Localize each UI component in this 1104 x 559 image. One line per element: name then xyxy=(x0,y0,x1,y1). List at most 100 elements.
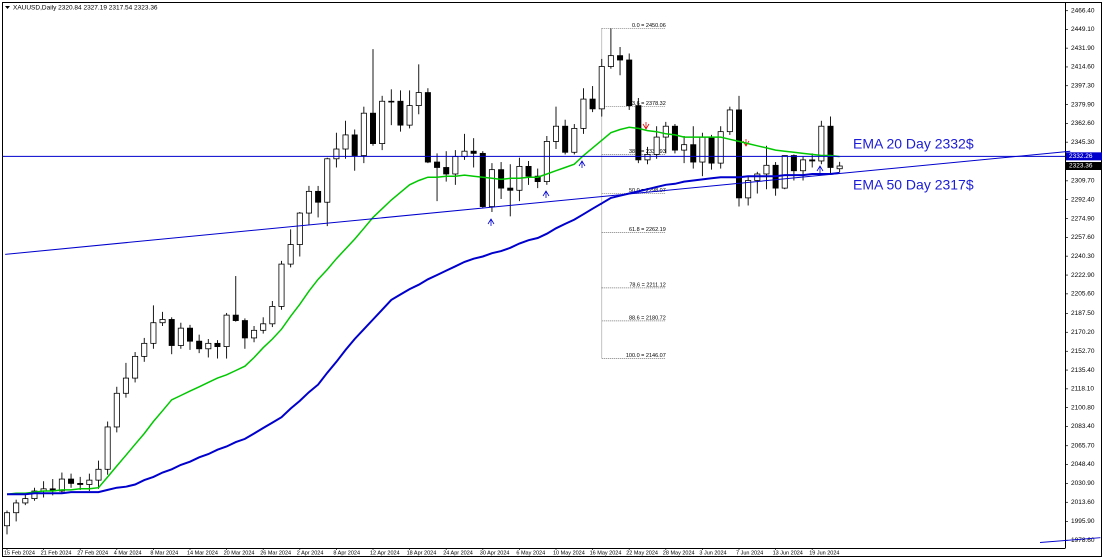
y-tick-label: 2274.90 xyxy=(1071,215,1095,222)
y-tick-label: 2345.30 xyxy=(1071,139,1095,146)
candle-body xyxy=(809,159,816,162)
x-tick-label: 27 Feb 2024 xyxy=(77,550,108,556)
up-arrow xyxy=(816,165,824,173)
y-tick-label: 2257.60 xyxy=(1071,234,1095,241)
x-tick-label: 19 Jun 2024 xyxy=(809,550,839,556)
ema-line xyxy=(7,171,840,496)
y-tick-label: 2100.80 xyxy=(1071,404,1095,411)
candle-body xyxy=(168,319,175,346)
x-tick-label: 10 May 2024 xyxy=(553,550,585,556)
candle-body xyxy=(214,342,221,348)
candle-body xyxy=(415,92,422,106)
candle-body xyxy=(113,392,120,428)
candle-body xyxy=(232,314,239,321)
candle-body xyxy=(406,105,413,126)
candle-body xyxy=(644,154,651,161)
candle-body xyxy=(681,144,688,151)
candle-body xyxy=(745,180,752,199)
candle-body xyxy=(479,152,486,207)
y-tick-label: 2240.30 xyxy=(1071,253,1095,260)
x-tick-label: 8 Apr 2024 xyxy=(333,550,360,556)
candle-body xyxy=(379,100,386,144)
candle-body xyxy=(159,319,166,324)
candle-body xyxy=(95,468,102,481)
y-tick-label: 2414.60 xyxy=(1071,64,1095,71)
candle-body xyxy=(580,98,587,129)
y-tick-label: 2170.20 xyxy=(1071,329,1095,336)
candle-body xyxy=(452,156,459,175)
candle-body xyxy=(708,136,715,164)
y-tick-label: 2397.30 xyxy=(1071,82,1095,89)
candle-body xyxy=(562,125,569,153)
trend-line xyxy=(5,150,1071,255)
fib-label: 23.6 = 2378.32 xyxy=(629,101,666,107)
y-tick-label: 2431.90 xyxy=(1071,45,1095,52)
candle-body xyxy=(626,59,633,106)
x-tick-label: 22 May 2024 xyxy=(626,550,658,556)
chart-title: XAUUSD,Daily 2320.84 2327.19 2317.54 232… xyxy=(13,5,158,12)
candle-body xyxy=(141,342,148,357)
x-tick-label: 13 Jun 2024 xyxy=(773,550,803,556)
candle-body xyxy=(827,125,834,168)
x-tick-label: 14 Mar 2024 xyxy=(187,550,218,556)
y-tick-label: 2187.50 xyxy=(1071,310,1095,317)
candle-body xyxy=(754,173,761,181)
candle-body xyxy=(488,169,495,207)
candle-body xyxy=(836,165,843,170)
y-tick-label: 2030.90 xyxy=(1071,480,1095,487)
y-tick-label: 2205.60 xyxy=(1071,291,1095,298)
candle-body xyxy=(22,498,29,504)
x-tick-label: 16 May 2024 xyxy=(590,550,622,556)
candle-body xyxy=(223,314,230,348)
ema-line xyxy=(6,126,840,496)
candle-body xyxy=(68,478,75,484)
fractal-markers xyxy=(487,122,824,226)
candle-body xyxy=(662,125,669,138)
candle-body xyxy=(543,141,550,182)
candle-body xyxy=(4,512,10,527)
x-tick-label: 2 Apr 2024 xyxy=(297,550,324,556)
candle-body xyxy=(351,134,358,156)
y-tick-label: 2135.40 xyxy=(1071,367,1095,374)
y-tick-label: 1978.60 xyxy=(1071,537,1095,544)
candle-body xyxy=(726,109,733,133)
candle-body xyxy=(186,327,193,342)
up-arrow xyxy=(487,218,495,226)
candle-body xyxy=(324,158,331,203)
candle-body xyxy=(269,306,276,325)
candle-body xyxy=(388,100,395,103)
y-tick-label: 2222.90 xyxy=(1071,272,1095,279)
fib-label: 78.6 = 2211.12 xyxy=(629,282,665,288)
candle-body xyxy=(205,342,212,350)
x-tick-label: 8 Mar 2024 xyxy=(150,550,178,556)
candle-body xyxy=(287,244,294,265)
y-tick-label: 2152.70 xyxy=(1071,348,1095,355)
last-price-label: 2323.36 xyxy=(1069,163,1093,170)
fib-label: 100.0 = 2146.07 xyxy=(626,353,666,359)
y-tick-label: 2083.40 xyxy=(1071,423,1095,430)
candle-body xyxy=(553,125,560,142)
candle-body xyxy=(196,340,203,350)
candle-body xyxy=(342,134,349,150)
y-tick-label: 2118.10 xyxy=(1071,386,1094,393)
x-tick-label: 26 Mar 2024 xyxy=(260,550,291,556)
candle-body xyxy=(589,98,596,110)
candle-body xyxy=(598,66,605,110)
candle-body xyxy=(333,148,340,160)
y-tick-label: 2013.60 xyxy=(1071,499,1095,506)
last-price-box xyxy=(1066,162,1102,171)
candle-body xyxy=(690,144,697,163)
candle-body xyxy=(424,92,431,163)
candle-body xyxy=(507,187,514,191)
candle-body xyxy=(13,502,20,514)
x-tick-label: 3 Jun 2024 xyxy=(699,550,726,556)
x-tick-label: 6 May 2024 xyxy=(516,550,545,556)
up-arrow xyxy=(542,190,550,198)
candle-body xyxy=(251,329,258,339)
candle-body xyxy=(260,323,267,331)
candle-body xyxy=(58,478,65,492)
candle-body xyxy=(360,112,367,156)
